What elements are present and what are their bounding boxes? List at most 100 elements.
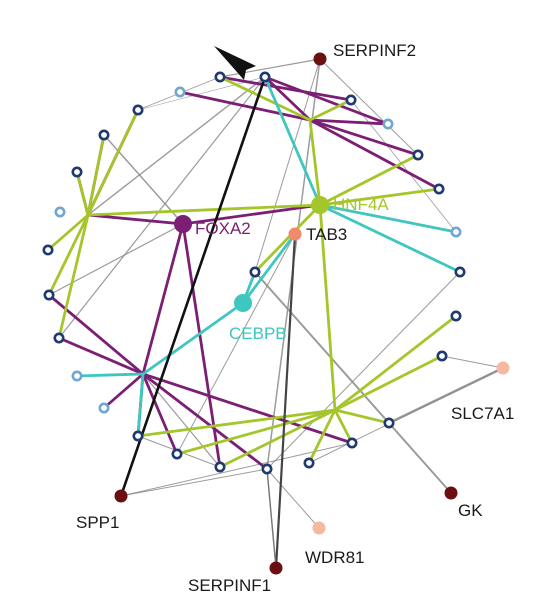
- gray-edge-12: [120, 468, 268, 497]
- ring-node-1: [259, 71, 271, 83]
- hnf4a-edge-5: [218, 75, 312, 122]
- hnf4a-edge-21: [175, 408, 337, 456]
- hnf4a-edge-3: [308, 118, 322, 207]
- cebpb-edge-4: [318, 203, 462, 274]
- foxa2-edge-12: [308, 118, 390, 126]
- hnf4a-edge-6: [253, 203, 322, 274]
- hnf4a-edge-7: [46, 213, 90, 252]
- hnf4a-edge-8: [75, 170, 90, 217]
- label-tab3: TAB3: [306, 225, 347, 244]
- ring-node-23: [450, 226, 462, 238]
- cebpb-edge-7: [136, 372, 145, 438]
- label-serpinf2: SERPINF2: [333, 41, 416, 60]
- node-serpinf2: [313, 52, 327, 66]
- hnf4a-edge-20: [136, 408, 337, 438]
- gray-edge-13: [120, 442, 353, 497]
- node-cebpb: [234, 294, 252, 312]
- ring-node-28: [249, 266, 261, 278]
- cebpb-edge-6: [75, 372, 145, 378]
- ring-node-25: [412, 149, 424, 161]
- gray-edge-15: [266, 468, 320, 529]
- foxa2-edge-7: [178, 90, 312, 122]
- hnf4a-edge-2: [318, 187, 441, 207]
- foxa2-edge-14: [57, 336, 145, 376]
- cebpb-edge-0: [141, 301, 245, 376]
- pointer-arrow-icon: [214, 46, 256, 80]
- node-gk: [444, 486, 458, 500]
- ring-node-11: [71, 370, 83, 382]
- gray-edge-10: [441, 355, 504, 369]
- ring-node-8: [42, 244, 54, 256]
- node-hnf4a: [311, 196, 329, 214]
- cebpb-edge-3: [318, 203, 458, 234]
- foxa2-edge-20: [141, 372, 179, 456]
- gray-edge-3: [87, 76, 266, 216]
- label-cebpb: CEBPB: [229, 324, 287, 343]
- ring-node-18: [346, 437, 358, 449]
- ring-node-19: [383, 417, 395, 429]
- label-spp1: SPP1: [76, 513, 119, 532]
- ring-node-4: [132, 104, 144, 116]
- hnf4a-edge-14: [333, 354, 444, 412]
- gray-edge-2: [319, 58, 419, 156]
- label-serpinf1: SERPINF1: [188, 576, 271, 595]
- ring-node-27: [345, 94, 357, 106]
- foxa2-edge-15: [102, 372, 145, 410]
- cebpb-edge-5: [263, 75, 322, 207]
- foxa2-edge-0: [86, 213, 185, 226]
- hnf4a-edge-18: [307, 408, 337, 465]
- hnf4a-edge-12: [86, 108, 140, 217]
- black-edges: [119, 75, 297, 570]
- hnf4a-edge-1: [318, 153, 420, 207]
- ring-node-12: [98, 402, 110, 414]
- foxa2-edge-10: [308, 118, 441, 191]
- gray-edge-4: [58, 76, 266, 339]
- node-tab3: [288, 227, 302, 241]
- hnf4a-edge-15: [333, 314, 458, 412]
- gray-edge-21: [142, 373, 221, 468]
- ring-node-26: [382, 118, 394, 130]
- hnf4a-edge-10: [57, 213, 90, 340]
- label-slc7a1: SLC7A1: [451, 404, 514, 423]
- foxa2-edge-2: [141, 222, 185, 376]
- ring-node-13: [132, 430, 144, 442]
- ring-node-14: [171, 448, 183, 460]
- label-hnf4a: HNF4A: [333, 195, 389, 214]
- node-spp1: [114, 489, 128, 503]
- hnf4a-edge-9: [47, 213, 90, 297]
- ring-node-3: [174, 86, 186, 98]
- ring-node-21: [450, 310, 462, 322]
- black-edge-0: [119, 75, 267, 498]
- label-wdr81: WDR81: [305, 548, 365, 567]
- node-foxa2: [174, 215, 192, 233]
- label-gk: GK: [458, 501, 483, 520]
- ring-node-9: [43, 289, 55, 301]
- hnf4a-edge-4: [308, 98, 353, 122]
- foxa2-edge-13: [263, 75, 312, 122]
- ring-node-20: [436, 350, 448, 362]
- foxa2-edge-17: [141, 372, 354, 445]
- colored-edges: [46, 75, 462, 471]
- gray-edge-7: [254, 271, 452, 494]
- node-serpinf1: [269, 561, 283, 575]
- node-wdr81: [312, 521, 326, 535]
- gray-edge-16: [266, 271, 461, 470]
- gray-edge-5: [103, 134, 184, 225]
- hnf4a-edge-19: [218, 408, 337, 469]
- ring-node-16: [261, 463, 273, 475]
- hnf4a-edge-17: [333, 408, 354, 445]
- ring-node-7: [54, 206, 66, 218]
- gray-edge-11: [308, 367, 504, 464]
- hnf4a-edge-11: [86, 133, 106, 217]
- hnf4a-edge-16: [333, 408, 391, 425]
- ring-node-15: [214, 461, 226, 473]
- node-slc7a1: [496, 361, 510, 375]
- black-edge-2: [266, 468, 277, 569]
- gray-edge-0: [219, 58, 321, 78]
- foxa2-edge-9: [263, 75, 390, 126]
- ring-node-17: [303, 457, 315, 469]
- cebpb-edge-2: [241, 232, 297, 305]
- hnf4a-edge-0: [86, 203, 322, 217]
- foxa2-edge-1: [181, 203, 322, 226]
